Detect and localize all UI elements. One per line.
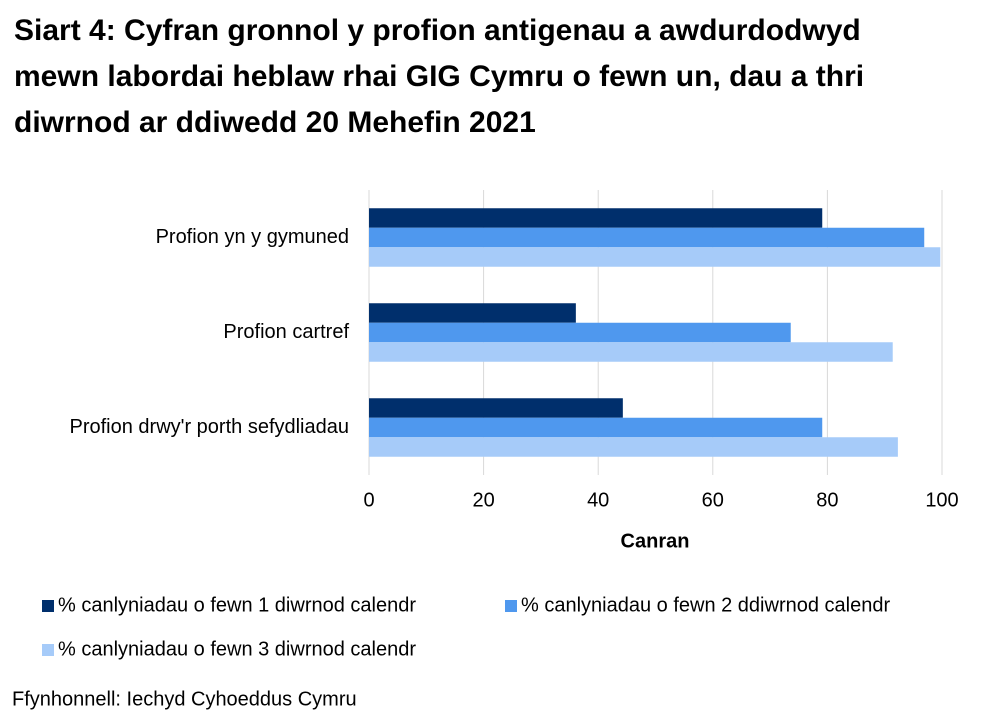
x-tick-label: 100	[925, 489, 958, 511]
bar	[369, 322, 791, 343]
y-tick-label: Profion drwy'r porth sefydliadau	[69, 416, 349, 438]
legend-swatch	[42, 600, 54, 612]
x-tick-label: 80	[816, 489, 838, 511]
x-tick-label: 60	[702, 489, 724, 511]
x-tick-label: 40	[587, 489, 609, 511]
legend-label: % canlyniadau o fewn 1 diwrnod calendr	[58, 594, 416, 616]
bar	[369, 417, 823, 438]
x-axis-title: Canran	[621, 530, 690, 552]
y-tick-label: Profion yn y gymuned	[156, 226, 349, 248]
legend-label: % canlyniadau o fewn 2 ddiwrnod calendr	[521, 594, 890, 616]
x-tick-label: 20	[472, 489, 494, 511]
bar	[369, 437, 898, 457]
legend-swatch	[505, 600, 517, 612]
y-tick-label: Profion cartref	[223, 321, 349, 343]
legend-label: % canlyniadau o fewn 3 diwrnod calendr	[58, 638, 416, 660]
x-tick-label: 0	[363, 489, 374, 511]
bar	[369, 303, 576, 323]
bar	[369, 342, 893, 362]
bar	[369, 398, 623, 418]
bar	[369, 247, 941, 267]
source: Ffynhonnell: Iechyd Cyhoeddus Cymru	[12, 688, 357, 710]
legend-swatch	[42, 644, 54, 656]
bar	[369, 227, 925, 248]
chart-title: Siart 4: Cyfran gronnol y profion antige…	[14, 14, 865, 139]
bar	[369, 208, 823, 228]
